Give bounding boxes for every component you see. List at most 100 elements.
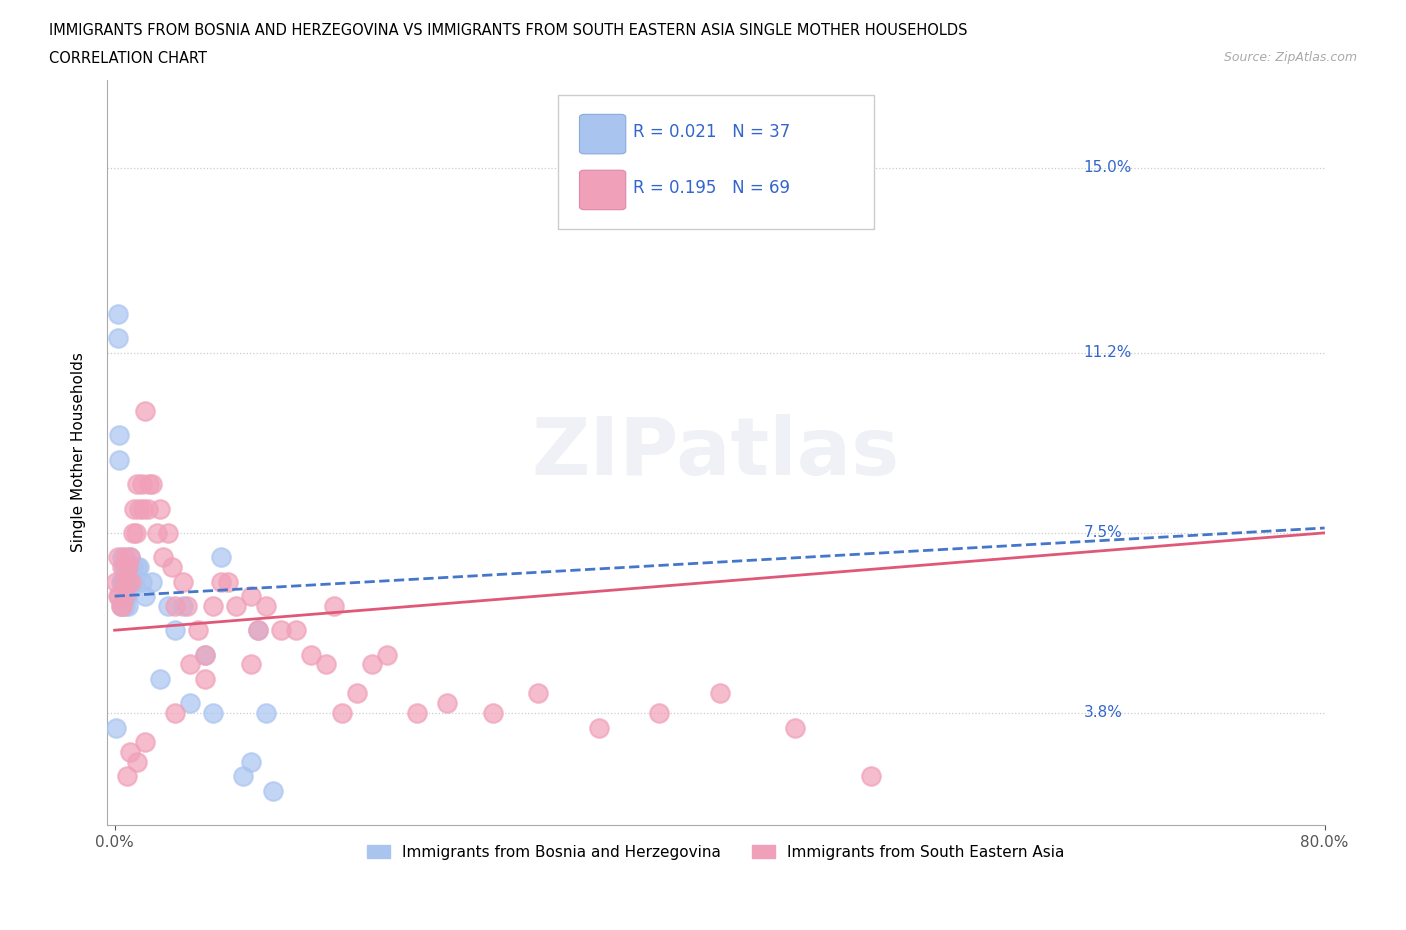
Point — [648, 706, 671, 721]
Y-axis label: Single Mother Households: Single Mother Households — [72, 352, 86, 552]
Point — [172, 598, 194, 613]
Point — [346, 686, 368, 701]
Point — [436, 696, 458, 711]
Point — [254, 598, 277, 613]
Point — [247, 623, 270, 638]
Text: 11.2%: 11.2% — [1084, 345, 1132, 360]
Point — [112, 574, 135, 589]
Point — [112, 574, 135, 589]
Point — [239, 657, 262, 671]
Point — [179, 657, 201, 671]
Point — [111, 550, 134, 565]
Point — [217, 574, 239, 589]
Text: R = 0.195   N = 69: R = 0.195 N = 69 — [633, 179, 790, 197]
Point — [114, 598, 136, 613]
Point — [149, 501, 172, 516]
Point — [132, 501, 155, 516]
Point — [360, 657, 382, 671]
Point — [108, 452, 131, 467]
Point — [128, 560, 150, 575]
Point — [114, 550, 136, 565]
Point — [107, 306, 129, 321]
Point — [194, 671, 217, 686]
Point — [375, 647, 398, 662]
Point — [232, 769, 254, 784]
Point — [118, 550, 141, 565]
Point — [121, 525, 143, 540]
Point — [105, 720, 128, 735]
Point — [247, 623, 270, 638]
Text: 3.8%: 3.8% — [1084, 706, 1122, 721]
Point — [114, 560, 136, 575]
Point — [115, 560, 138, 575]
Point — [187, 623, 209, 638]
Point — [239, 754, 262, 769]
Point — [108, 428, 131, 443]
Point — [165, 623, 187, 638]
Point — [172, 574, 194, 589]
Point — [108, 589, 131, 604]
Point — [118, 745, 141, 760]
Point — [110, 598, 132, 613]
Point — [262, 783, 284, 798]
Point — [156, 525, 179, 540]
Point — [107, 589, 129, 604]
Point — [127, 754, 149, 769]
Point — [117, 560, 139, 575]
Point — [134, 735, 156, 750]
Point — [128, 501, 150, 516]
Text: Source: ZipAtlas.com: Source: ZipAtlas.com — [1223, 51, 1357, 64]
Point — [134, 404, 156, 418]
Text: CORRELATION CHART: CORRELATION CHART — [49, 51, 207, 66]
Point — [121, 560, 143, 575]
Point — [115, 574, 138, 589]
Text: 15.0%: 15.0% — [1084, 160, 1132, 175]
Point — [141, 574, 163, 589]
Point — [141, 477, 163, 492]
Point — [149, 671, 172, 686]
Point — [209, 574, 232, 589]
FancyBboxPatch shape — [579, 114, 626, 153]
Point — [124, 501, 146, 516]
Text: R = 0.021   N = 37: R = 0.021 N = 37 — [633, 124, 790, 141]
Point — [859, 769, 882, 784]
Point — [709, 686, 731, 701]
Legend: Immigrants from Bosnia and Herzegovina, Immigrants from South Eastern Asia: Immigrants from Bosnia and Herzegovina, … — [361, 839, 1070, 866]
Point — [131, 574, 153, 589]
Point — [120, 574, 142, 589]
Point — [239, 589, 262, 604]
Point — [156, 598, 179, 613]
Point — [110, 574, 132, 589]
Text: ZIPatlas: ZIPatlas — [531, 414, 900, 492]
Point — [194, 647, 217, 662]
Point — [136, 501, 159, 516]
Point — [115, 769, 138, 784]
Point — [127, 560, 149, 575]
Point — [131, 477, 153, 492]
Point — [588, 720, 610, 735]
Point — [112, 560, 135, 575]
Point — [165, 706, 187, 721]
FancyBboxPatch shape — [558, 95, 875, 229]
Point — [111, 598, 134, 613]
Point — [127, 477, 149, 492]
Point — [117, 574, 139, 589]
Point — [406, 706, 429, 721]
Point — [527, 686, 550, 701]
Point — [138, 477, 160, 492]
Point — [254, 706, 277, 721]
Point — [107, 550, 129, 565]
Point — [110, 598, 132, 613]
Point — [125, 525, 148, 540]
Point — [201, 706, 224, 721]
Point — [134, 589, 156, 604]
Point — [111, 560, 134, 575]
Point — [285, 623, 308, 638]
Point — [201, 598, 224, 613]
Point — [323, 598, 346, 613]
Point — [299, 647, 322, 662]
Point — [785, 720, 807, 735]
Point — [315, 657, 337, 671]
Point — [194, 647, 217, 662]
Point — [117, 598, 139, 613]
